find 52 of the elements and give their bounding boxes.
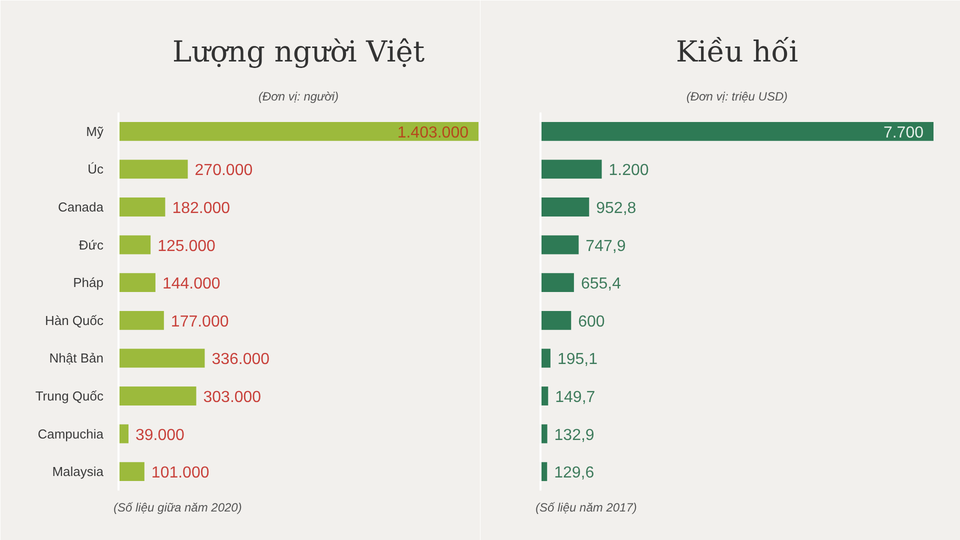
bar — [118, 198, 166, 216]
y-tick-label: Trung Quốc — [35, 388, 104, 404]
y-tick-label: Pháp — [73, 275, 104, 290]
y-tick-label: Canada — [58, 200, 104, 214]
bar — [118, 122, 478, 141]
y-tick-label: Mỹ — [86, 124, 104, 139]
data-label: 270.000 — [194, 162, 253, 180]
data-label: 182.000 — [172, 200, 230, 217]
bar — [118, 386, 196, 406]
bar — [540, 235, 579, 254]
data-label: 336.000 — [212, 351, 270, 368]
bar — [540, 160, 602, 179]
bar — [118, 310, 164, 330]
data-label: 129,6 — [554, 464, 594, 482]
y-tick-label: Campuchia — [38, 426, 104, 442]
data-label: 600 — [578, 313, 605, 330]
data-label: 132,9 — [554, 426, 594, 444]
data-label: 303.000 — [203, 389, 262, 406]
y-tick-label: Nhật Bản — [49, 350, 104, 366]
chart-title: Kiều hối — [676, 34, 798, 68]
data-label: 39.000 — [136, 426, 185, 444]
bar — [540, 273, 574, 292]
bar — [118, 348, 205, 368]
text: (Số liệu giữa năm 2020) — [114, 500, 242, 514]
data-label: 1.403.000 — [397, 124, 469, 142]
chart-title: Lượng người Việt — [172, 34, 425, 68]
data-label: 177.000 — [170, 313, 229, 330]
chart-subtitle: (Đơn vị: triệu USD) — [686, 90, 788, 104]
y-tick-label: Đức — [78, 237, 104, 252]
y-tick-label: Úc — [88, 162, 104, 177]
data-label: 952,8 — [596, 200, 636, 217]
data-label: 747,9 — [586, 238, 626, 255]
bar — [540, 310, 572, 330]
bar — [118, 462, 144, 482]
y-tick-label: Malaysia — [52, 464, 104, 480]
data-label: 144.000 — [162, 276, 220, 293]
bar — [118, 235, 151, 254]
bar — [118, 424, 129, 444]
data-label: 655,4 — [580, 276, 622, 293]
bar — [118, 273, 156, 292]
bar — [540, 122, 934, 141]
data-label: 7.700 — [883, 124, 924, 142]
data-label: 101.000 — [151, 464, 210, 482]
data-label: 149,7 — [555, 389, 596, 406]
data-label: 1.200 — [608, 162, 649, 180]
data-label: 125.000 — [158, 238, 216, 255]
bar — [540, 198, 590, 216]
data-label: 195,1 — [557, 351, 598, 368]
bar — [118, 160, 188, 179]
chart-subtitle: (Đơn vị: người) — [258, 90, 339, 104]
text: (Số liệu năm 2017) — [536, 500, 637, 514]
y-tick-label: Hàn Quốc — [44, 312, 104, 328]
